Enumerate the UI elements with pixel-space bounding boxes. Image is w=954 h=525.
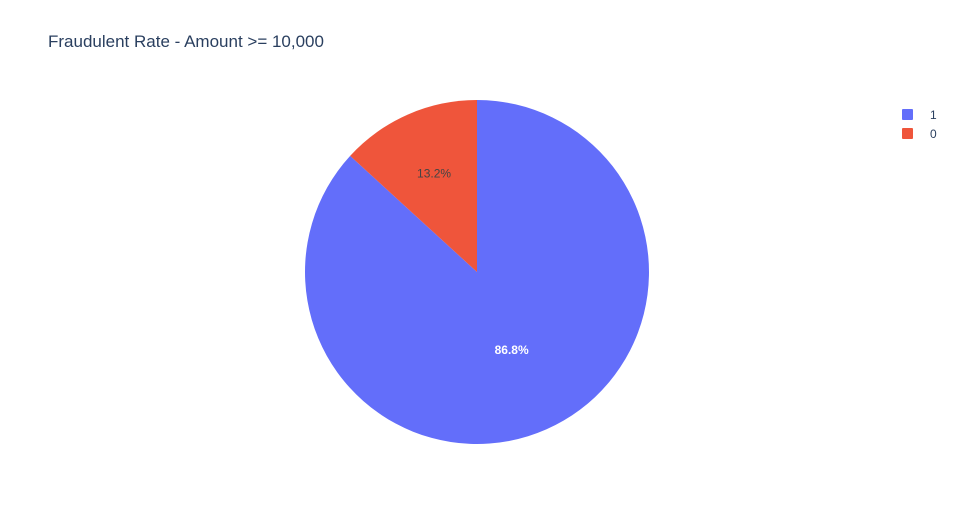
legend-swatch: [902, 128, 913, 139]
pie-slice-0[interactable]: [350, 100, 477, 272]
legend-label: 1: [930, 107, 937, 122]
legend-item-0[interactable]: 0: [902, 124, 937, 143]
pie-slice-label-1: 86.8%: [495, 343, 529, 357]
chart-title: Fraudulent Rate - Amount >= 10,000: [48, 32, 324, 51]
pie-slice-label-0: 13.2%: [417, 167, 451, 181]
legend-label: 0: [930, 126, 937, 141]
legend-item-1[interactable]: 1: [902, 105, 937, 124]
legend-swatch: [902, 109, 913, 120]
